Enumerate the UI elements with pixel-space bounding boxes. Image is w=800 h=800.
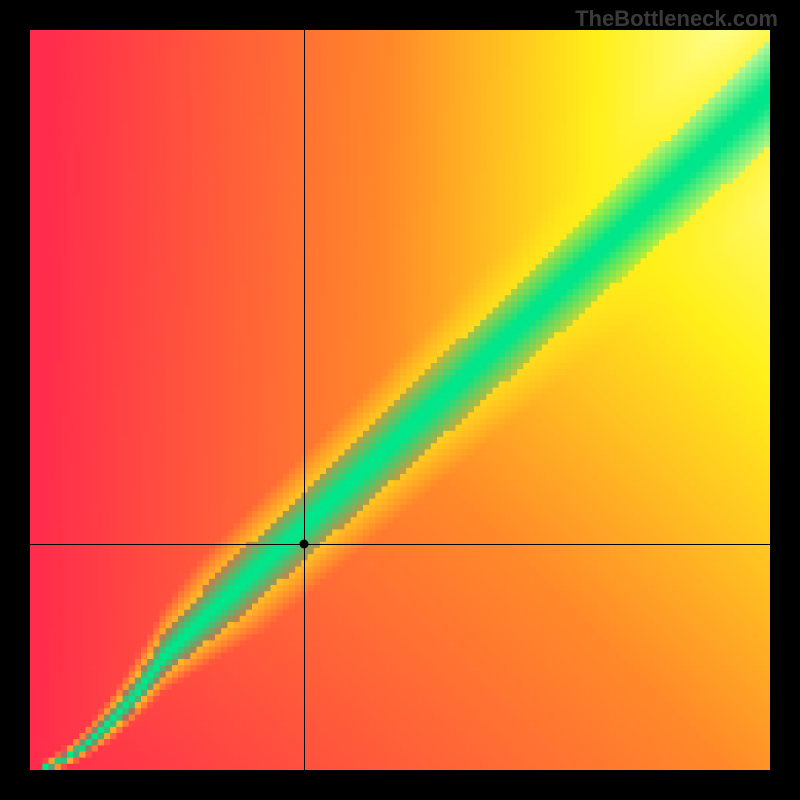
crosshair-horizontal [30,544,770,545]
plot-area [30,30,770,770]
watermark-text: TheBottleneck.com [575,6,778,32]
crosshair-marker [299,540,308,549]
chart-container: TheBottleneck.com [0,0,800,800]
crosshair-vertical [304,30,305,770]
heatmap-canvas [30,30,770,770]
